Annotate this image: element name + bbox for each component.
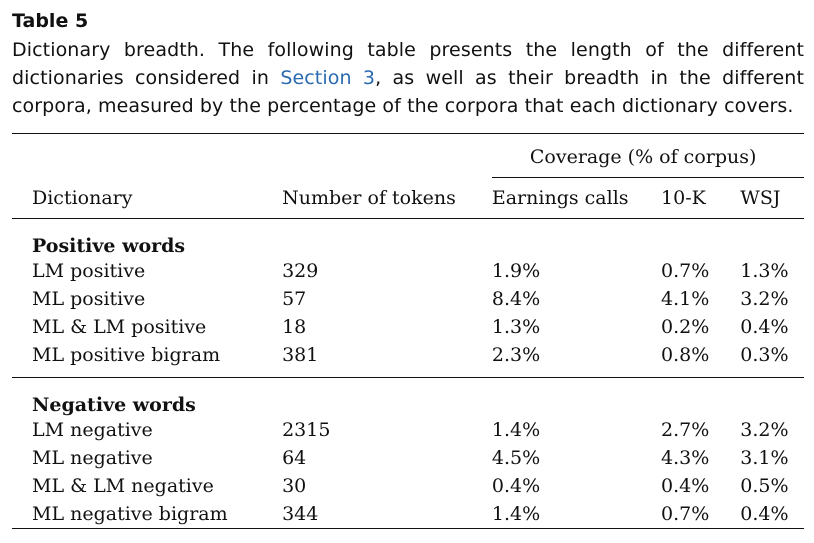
row-dictionary: ML & LM negative — [32, 475, 214, 497]
bottom-rule — [12, 528, 804, 529]
table-label: Table 5 — [12, 10, 89, 32]
col-header-wsj: WSJ — [740, 187, 781, 209]
row-10k: 0.7% — [661, 260, 710, 282]
header-row: Dictionary Number of tokens Earnings cal… — [12, 178, 804, 219]
row-wsj: 3.1% — [740, 447, 789, 469]
row-dictionary: ML positive — [32, 288, 146, 310]
row-wsj: 0.4% — [740, 316, 789, 338]
row-tokens: 344 — [282, 503, 319, 525]
row-earnings: 1.4% — [491, 503, 541, 525]
row-dictionary: LM negative — [32, 419, 153, 441]
row-10k: 0.8% — [661, 344, 710, 366]
table-row: ML negative 64 4.5% 4.3% 3.1% — [12, 444, 804, 472]
row-earnings: 0.4% — [491, 475, 541, 497]
row-earnings: 2.3% — [491, 344, 541, 366]
table-caption: Dictionary breadth. The following table … — [12, 36, 804, 120]
row-earnings: 8.4% — [491, 288, 541, 310]
row-wsj: 3.2% — [740, 288, 789, 310]
row-earnings: 4.5% — [491, 447, 541, 469]
row-tokens: 30 — [282, 475, 307, 497]
caption-text-before: Dictionary breadth. The following table … — [12, 39, 804, 89]
col-header-earnings: Earnings calls — [491, 187, 629, 209]
row-wsj: 3.2% — [740, 419, 789, 441]
row-wsj: 0.5% — [740, 475, 789, 497]
table-row: ML negative bigram 344 1.4% 0.7% 0.4% — [12, 500, 804, 529]
coverage-group-header: Coverage (% of corpus) — [491, 136, 804, 178]
col-header-tokens: Number of tokens — [282, 187, 456, 209]
caption-text-after: , as well as their breadth in the differ… — [12, 67, 804, 117]
row-wsj: 1.3% — [740, 260, 789, 282]
row-dictionary: ML negative bigram — [32, 503, 228, 525]
table-row: LM negative 2315 1.4% 2.7% 3.2% — [12, 416, 804, 444]
coverage-group-label: Coverage (% of corpus) — [529, 146, 757, 168]
row-wsj: 0.3% — [740, 344, 789, 366]
col-header-dictionary: Dictionary — [32, 187, 133, 209]
header-group-row: Coverage (% of corpus) — [12, 136, 804, 178]
coverage-group-rule — [491, 177, 804, 178]
header-rule — [12, 218, 804, 219]
table-row: ML & LM negative 30 0.4% 0.4% 0.5% — [12, 472, 804, 500]
row-dictionary: ML positive bigram — [32, 344, 221, 366]
row-dictionary: ML & LM positive — [32, 316, 207, 338]
table-row: ML positive bigram 381 2.3% 0.8% 0.3% — [12, 341, 804, 369]
section-rule — [12, 377, 804, 378]
dictionary-table: Coverage (% of corpus) Dictionary Number… — [12, 136, 804, 529]
table-figure: Table 5 Dictionary breadth. The followin… — [12, 8, 804, 529]
section-title: Positive words — [32, 235, 186, 257]
section-link[interactable]: Section 3 — [280, 67, 376, 89]
row-10k: 2.7% — [661, 419, 710, 441]
row-tokens: 381 — [282, 344, 319, 366]
row-earnings: 1.4% — [491, 419, 541, 441]
row-earnings: 1.9% — [491, 260, 541, 282]
table-row: LM positive 329 1.9% 0.7% 1.3% — [12, 257, 804, 285]
row-tokens: 2315 — [282, 419, 331, 441]
row-tokens: 57 — [282, 288, 307, 310]
row-10k: 0.4% — [661, 475, 710, 497]
row-10k: 4.1% — [661, 288, 710, 310]
section-title-row: Positive words — [12, 219, 804, 257]
top-rule — [12, 133, 804, 134]
row-dictionary: ML negative — [32, 447, 153, 469]
row-10k: 0.7% — [661, 503, 710, 525]
section-title: Negative words — [32, 394, 196, 416]
row-dictionary: LM positive — [32, 260, 146, 282]
section-title-row: Negative words — [12, 378, 804, 416]
row-10k: 4.3% — [661, 447, 710, 469]
table-row: ML positive 57 8.4% 4.1% 3.2% — [12, 285, 804, 313]
row-tokens: 329 — [282, 260, 319, 282]
col-header-10k: 10-K — [661, 187, 706, 209]
row-earnings: 1.3% — [491, 316, 541, 338]
section-spacer — [12, 369, 804, 378]
row-tokens: 64 — [282, 447, 307, 469]
row-10k: 0.2% — [661, 316, 710, 338]
row-tokens: 18 — [282, 316, 307, 338]
row-wsj: 0.4% — [740, 503, 789, 525]
table-row: ML & LM positive 18 1.3% 0.2% 0.4% — [12, 313, 804, 341]
